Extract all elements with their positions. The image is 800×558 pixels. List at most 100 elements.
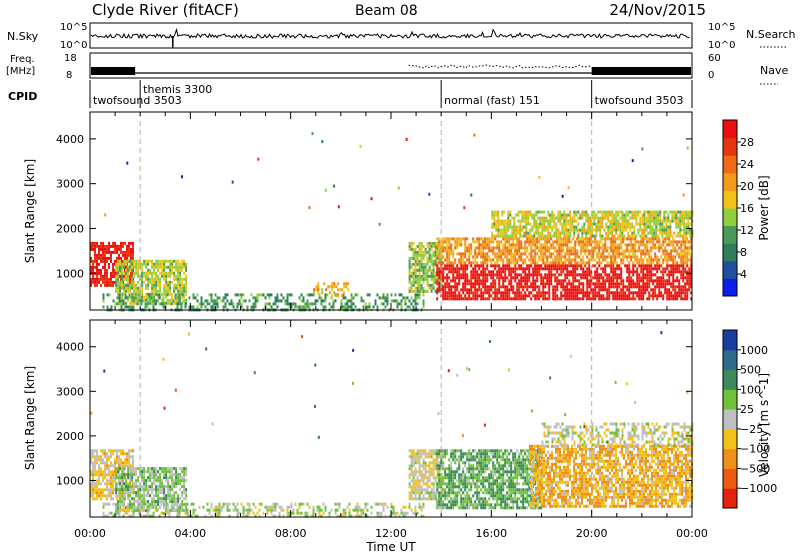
- power-cell: [141, 263, 143, 266]
- power-cell: [599, 211, 601, 214]
- power-cell: [311, 302, 313, 305]
- power-cell: [345, 296, 347, 299]
- power-cell: [618, 297, 620, 300]
- power-cell: [501, 232, 503, 235]
- power-cell: [141, 293, 143, 296]
- power-cell: [636, 282, 638, 285]
- power-cell: [133, 287, 135, 290]
- velocity-cell: [173, 482, 175, 485]
- power-cell: [682, 285, 684, 288]
- power-cell: [119, 287, 121, 290]
- velocity-cell: [159, 473, 161, 476]
- power-cell: [562, 282, 564, 285]
- power-cell: [518, 267, 520, 270]
- power-cell: [438, 276, 440, 279]
- power-cell: [566, 270, 568, 273]
- power-cell: [556, 279, 558, 282]
- power-cell: [163, 290, 165, 293]
- power-cell: [682, 279, 684, 282]
- velocity-cell: [161, 482, 163, 485]
- velocity-cell: [94, 488, 96, 491]
- power-cell: [647, 226, 649, 229]
- power-cell: [112, 263, 114, 266]
- velocity-cell: [143, 479, 145, 482]
- power-cell: [689, 232, 691, 235]
- power-cell: [610, 291, 612, 294]
- power-cell: [534, 273, 536, 276]
- power-cell: [678, 240, 680, 243]
- power-cell: [632, 261, 634, 264]
- power-cell: [592, 255, 594, 258]
- velocity-cell: [153, 506, 155, 509]
- power-cell: [159, 263, 161, 266]
- power-cell: [564, 258, 566, 261]
- power-cell: [403, 296, 405, 299]
- power-cell: [533, 235, 535, 238]
- power-cell: [677, 223, 679, 226]
- power-cell: [100, 254, 102, 257]
- power-cell: [153, 263, 155, 266]
- power-cell: [557, 229, 559, 232]
- velocity-cell: [108, 464, 110, 467]
- power-cell: [124, 251, 126, 254]
- power-cell: [193, 293, 195, 296]
- power-cell: [519, 235, 521, 238]
- power-cell: [345, 305, 347, 308]
- power-cell: [520, 273, 522, 276]
- velocity-cell: [181, 467, 183, 470]
- power-cell: [604, 246, 606, 249]
- power-cell: [553, 220, 555, 223]
- power-cell: [612, 291, 614, 294]
- power-cell: [419, 269, 421, 272]
- power-cell: [680, 276, 682, 279]
- power-cell: [490, 276, 492, 279]
- velocity-cell: [181, 485, 183, 488]
- velocity-cell: [131, 509, 133, 512]
- power-cell: [563, 217, 565, 220]
- power-cell: [476, 294, 478, 297]
- velocity-cell: [179, 512, 181, 515]
- power-cell: [496, 288, 498, 291]
- velocity-cell: [115, 494, 117, 497]
- power-cell: [504, 243, 506, 246]
- power-cell: [640, 276, 642, 279]
- power-cell: [645, 211, 647, 214]
- power-cell: [667, 235, 669, 238]
- velocity-cell: [133, 488, 135, 491]
- velocity-cell: [145, 485, 147, 488]
- power-cell: [130, 254, 132, 257]
- velocity-cell: [181, 479, 183, 482]
- power-cell: [472, 267, 474, 270]
- power-cell: [472, 273, 474, 276]
- power-cell: [556, 294, 558, 297]
- power-cell: [153, 290, 155, 293]
- power-cell: [525, 211, 527, 214]
- power-cell: [649, 214, 651, 217]
- power-cell: [499, 220, 501, 223]
- power-cell: [615, 226, 617, 229]
- power-cell: [315, 285, 317, 288]
- power-cell: [335, 299, 337, 302]
- power-cell: [431, 275, 433, 278]
- power-cell: [478, 249, 480, 252]
- power-cell: [492, 249, 494, 252]
- power-cell: [661, 232, 663, 235]
- power-cell: [640, 264, 642, 267]
- power-cell: [456, 243, 458, 246]
- power-cell: [531, 235, 533, 238]
- power-cell: [534, 243, 536, 246]
- power-cell: [601, 235, 603, 238]
- power-cell: [497, 214, 499, 217]
- power-cell: [543, 220, 545, 223]
- power-cell: [630, 255, 632, 258]
- power-cell: [450, 237, 452, 240]
- power-cell: [488, 297, 490, 300]
- power-cell: [299, 296, 301, 299]
- velocity-cell: [163, 485, 165, 488]
- power-cell: [171, 263, 173, 266]
- power-cell: [552, 291, 554, 294]
- power-cell: [303, 305, 305, 308]
- power-cell: [119, 284, 121, 287]
- power-cell: [458, 240, 460, 243]
- power-cell: [526, 288, 528, 291]
